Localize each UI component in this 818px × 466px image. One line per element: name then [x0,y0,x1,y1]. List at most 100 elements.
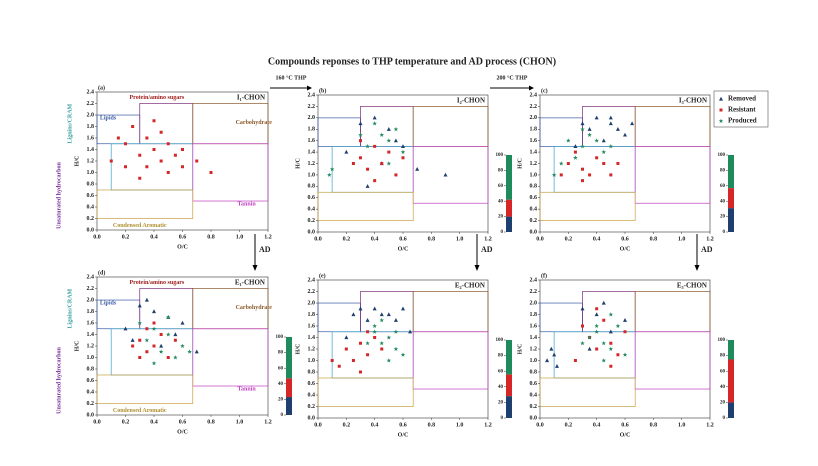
removed-point [587,127,592,131]
y-tick-label: 0.6 [87,378,95,384]
resistant-point [366,330,370,334]
y-tick-label: 0.6 [308,195,316,201]
removed-point [549,346,554,351]
x-tick-label: 0.4 [593,236,601,242]
produced-point [379,132,385,137]
resistant-point [116,136,120,140]
x-tick-label: 0.4 [371,236,379,242]
produced-point [594,329,599,334]
resistant-point [609,341,613,345]
resistant-point [159,130,163,134]
region-box [317,377,414,407]
x-tick-label: 0.8 [650,236,658,242]
region-box [582,291,636,333]
y-tick-label: 0.6 [308,381,316,387]
removed-point [180,320,185,325]
produced-point [608,143,614,149]
removed-point [344,149,349,154]
x-tick-label: 0.2 [565,236,573,242]
produced-point [173,355,178,360]
x-tick-label: 0.0 [536,422,544,428]
bar-tick-label: 80 [720,354,726,359]
bar-tick-label: 0 [281,413,284,418]
x-axis-label: O/C [177,244,188,250]
y-tick-label: 1.4 [308,335,316,341]
removed-point [372,115,377,120]
x-tick-label: 0.6 [179,419,187,425]
transition-label: 160 °C THP [276,74,307,81]
resistant-point [173,153,177,157]
resistant-point [173,338,177,342]
produced-point [573,155,578,160]
region-box [412,331,489,390]
bar-tick-label: 0 [723,230,726,235]
bar-tick-label: 40 [498,385,504,390]
y-tick-label: 0.0 [308,415,316,421]
panel-name: I₃-CHON [679,97,707,105]
composition-segment [506,396,512,418]
resistant-point [401,156,405,160]
y-tick-label: 2.2 [308,104,316,110]
region-label: Lipids [100,300,117,306]
panel-tag: (b) [319,87,326,94]
produced-point [379,317,385,323]
legend-marker [719,108,723,112]
y-tick-label: 1.4 [530,149,538,155]
x-axis-label: O/C [177,429,188,435]
y-tick-label: 0.0 [87,227,95,233]
produced-point [327,172,332,177]
y-tick-label: 0.2 [87,401,95,407]
composition-segment [728,402,734,418]
removed-point [365,184,370,188]
resistant-point [573,359,577,362]
region-label: Condensed Aromatic [113,408,167,414]
produced-point [372,323,377,328]
resistant-point [351,162,355,165]
y-tick-label: 2.2 [87,286,95,292]
composition-segment [506,199,512,217]
x-tick-label: 0.4 [150,234,158,240]
removed-point [393,318,398,322]
removed-point [344,335,349,340]
y-tick-label: 0.2 [530,404,538,410]
produced-point [386,161,392,166]
region-box [634,106,711,147]
region-box [331,331,414,379]
resistant-point [359,156,362,160]
resistant-point [387,150,391,154]
bar-tick-label: 60 [720,184,726,189]
plot-frame [539,94,711,233]
y-tick-label: 1.4 [87,147,95,153]
produced-point [551,172,557,177]
panel-name: E₃-CHON [677,282,707,290]
x-tick-label: 0.2 [343,236,351,242]
resistant-point [344,347,348,351]
plot-frame [317,279,489,419]
arrow-head [694,265,700,271]
resistant-point [595,156,599,160]
x-tick-label: 0.8 [428,422,436,428]
region-box [412,291,489,333]
y-tick-label: 0.4 [87,389,95,395]
region-box [553,146,636,193]
legend-label: Removed [728,95,756,103]
panel-tag: (f) [541,272,547,279]
resistant-point [359,341,362,345]
bar-tick-label: 40 [278,382,284,387]
resistant-point [159,333,163,336]
x-tick-label: 0.2 [122,234,130,240]
removed-point [386,312,391,317]
x-tick-label: 0.0 [314,236,322,242]
bar-tick-label: 100 [276,335,284,340]
x-axis-label: O/C [620,432,631,438]
produced-point [587,132,592,137]
x-tick-label: 1.2 [706,236,714,242]
region-label: Tannin [238,387,257,393]
transition-label: AD [701,245,713,254]
resistant-point [595,347,599,351]
region-box [634,146,711,204]
x-tick-label: 1.2 [706,422,714,428]
produced-point [580,126,585,132]
resistant-point [394,173,398,177]
